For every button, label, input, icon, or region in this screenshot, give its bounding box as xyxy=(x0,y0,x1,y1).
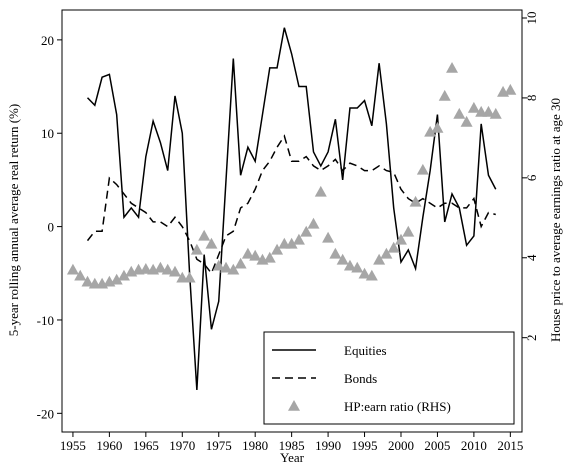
marker xyxy=(81,275,94,287)
y2-tick-label: 6 xyxy=(524,174,539,181)
marker xyxy=(431,121,444,133)
marker xyxy=(168,265,181,277)
y-tick-label: 0 xyxy=(48,220,55,235)
x-tick-label: 1980 xyxy=(242,438,268,453)
x-tick-label: 1965 xyxy=(133,438,159,453)
y2-tick-label: 2 xyxy=(524,334,539,341)
marker xyxy=(402,225,415,237)
marker xyxy=(446,61,459,73)
y-tick-label: -20 xyxy=(37,406,54,421)
marker xyxy=(343,259,356,271)
marker xyxy=(373,253,386,265)
legend-label: Equities xyxy=(344,343,387,358)
marker xyxy=(489,107,502,119)
x-axis-label: Year xyxy=(280,450,305,465)
x-tick-label: 2000 xyxy=(388,438,414,453)
marker xyxy=(117,269,130,281)
marker xyxy=(424,125,437,137)
y2-tick-label: 8 xyxy=(524,95,539,102)
marker xyxy=(220,261,233,273)
marker xyxy=(387,241,400,253)
marker xyxy=(307,217,320,229)
marker xyxy=(249,249,262,261)
marker xyxy=(467,101,480,113)
x-tick-label: 2010 xyxy=(461,438,487,453)
marker xyxy=(110,273,123,285)
line xyxy=(86,27,497,391)
marker xyxy=(504,83,517,95)
legend-label: HP:earn ratio (RHS) xyxy=(344,399,451,414)
x-tick-label: 1955 xyxy=(60,438,86,453)
marker xyxy=(314,185,327,197)
x-tick-label: 2005 xyxy=(424,438,450,453)
marker xyxy=(482,105,495,117)
marker xyxy=(241,247,254,259)
y-tick-label: 10 xyxy=(41,126,54,141)
marker xyxy=(183,271,196,283)
marker xyxy=(263,251,276,263)
marker xyxy=(212,259,225,271)
marker xyxy=(300,225,313,237)
line xyxy=(86,134,496,275)
marker xyxy=(271,243,284,255)
legend-marker xyxy=(288,400,300,411)
marker xyxy=(205,237,218,249)
legend-label: Bonds xyxy=(344,371,377,386)
y-tick-label: -10 xyxy=(37,313,54,328)
marker xyxy=(358,267,371,279)
marker xyxy=(322,231,335,243)
marker xyxy=(161,263,174,275)
x-tick-label: 1960 xyxy=(96,438,122,453)
marker xyxy=(380,247,393,259)
y2-tick-label: 4 xyxy=(524,254,539,261)
marker xyxy=(351,261,364,273)
y-tick-label: 20 xyxy=(41,33,54,48)
marker xyxy=(394,233,407,245)
marker xyxy=(453,107,466,119)
marker xyxy=(438,89,451,101)
marker xyxy=(329,247,342,259)
y-axis-label: 5-year rolling annual average real retur… xyxy=(6,104,21,336)
y2-tick-label: 10 xyxy=(524,11,539,24)
x-tick-label: 1985 xyxy=(279,438,305,453)
marker xyxy=(139,262,152,274)
marker xyxy=(336,253,349,265)
marker xyxy=(234,257,247,269)
marker xyxy=(365,269,378,281)
marker xyxy=(292,233,305,245)
x-tick-label: 2015 xyxy=(497,438,523,453)
marker xyxy=(198,229,211,241)
marker xyxy=(227,263,240,275)
marker xyxy=(409,195,422,207)
marker xyxy=(74,269,87,281)
x-tick-label: 1970 xyxy=(169,438,195,453)
x-tick-label: 1990 xyxy=(315,438,341,453)
y2-axis-label: House price to average earnings ratio at… xyxy=(548,98,563,342)
marker xyxy=(66,263,79,275)
x-tick-label: 1995 xyxy=(352,438,378,453)
marker xyxy=(285,237,298,249)
marker xyxy=(154,261,167,273)
marker xyxy=(460,115,473,127)
x-tick-label: 1975 xyxy=(206,438,232,453)
marker xyxy=(190,243,203,255)
marker xyxy=(416,163,429,175)
